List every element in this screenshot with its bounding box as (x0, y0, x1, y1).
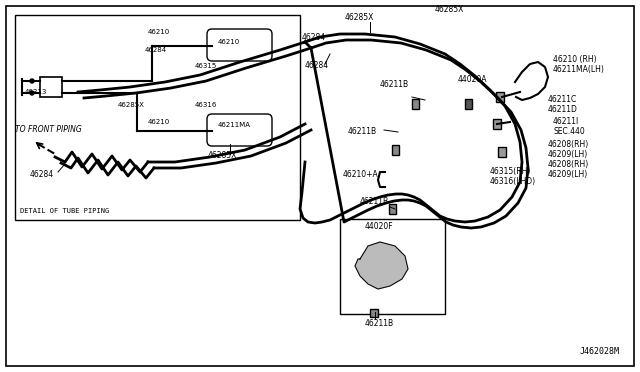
Text: 46211B: 46211B (380, 80, 409, 89)
Text: SEC.440: SEC.440 (553, 127, 585, 136)
Text: 46210: 46210 (148, 119, 170, 125)
Bar (392, 145, 399, 155)
Text: 46315: 46315 (195, 63, 217, 69)
Text: 46211D: 46211D (548, 105, 578, 114)
Text: 46316(LHD): 46316(LHD) (490, 177, 536, 186)
Bar (465, 99, 472, 109)
Text: 46209(LH): 46209(LH) (548, 170, 588, 179)
Text: 46285X: 46285X (435, 5, 465, 14)
Text: 44020A: 44020A (458, 75, 488, 84)
Text: 46211MA: 46211MA (218, 122, 251, 128)
Text: 46284: 46284 (145, 47, 167, 53)
Bar (340, 219, 445, 314)
Bar (370, 309, 378, 317)
Text: TO FRONT PIPING: TO FRONT PIPING (15, 125, 82, 134)
Bar (498, 147, 506, 157)
Text: 46284: 46284 (305, 61, 329, 70)
Bar (496, 92, 504, 102)
Text: 46208(RH): 46208(RH) (548, 160, 589, 169)
Text: 46211B: 46211B (365, 319, 394, 328)
Text: 46209(LH): 46209(LH) (548, 150, 588, 159)
Text: 46211MA(LH): 46211MA(LH) (553, 65, 605, 74)
Text: 46316: 46316 (195, 102, 218, 108)
Text: 46210+A: 46210+A (343, 170, 379, 179)
Circle shape (30, 91, 34, 95)
Text: 46210: 46210 (218, 39, 240, 45)
Bar (493, 119, 501, 129)
Text: 46208(RH): 46208(RH) (548, 140, 589, 149)
Text: 46211B: 46211B (360, 197, 389, 206)
Polygon shape (355, 242, 408, 289)
Text: 46285X: 46285X (118, 102, 145, 108)
Text: 46211B: 46211B (348, 127, 377, 136)
Text: 46313: 46313 (25, 89, 47, 95)
Text: 46285X: 46285X (345, 13, 374, 22)
Text: 46211I: 46211I (553, 117, 579, 126)
Text: 46315(RH): 46315(RH) (490, 167, 531, 176)
Bar (389, 204, 396, 214)
Text: 46210 (RH): 46210 (RH) (553, 55, 596, 64)
Bar (15, 15, 300, 220)
Text: 46284: 46284 (302, 33, 326, 42)
Text: 46285X: 46285X (208, 151, 237, 160)
Text: 46211C: 46211C (548, 95, 577, 104)
Text: 46210: 46210 (148, 29, 170, 35)
Bar (40, 77, 62, 97)
Circle shape (30, 79, 34, 83)
Text: DETAIL OF TUBE PIPING: DETAIL OF TUBE PIPING (20, 208, 109, 214)
Text: J462028M: J462028M (580, 347, 620, 356)
Bar (412, 99, 419, 109)
Text: 44020F: 44020F (365, 222, 394, 231)
Text: 46284: 46284 (30, 170, 54, 179)
